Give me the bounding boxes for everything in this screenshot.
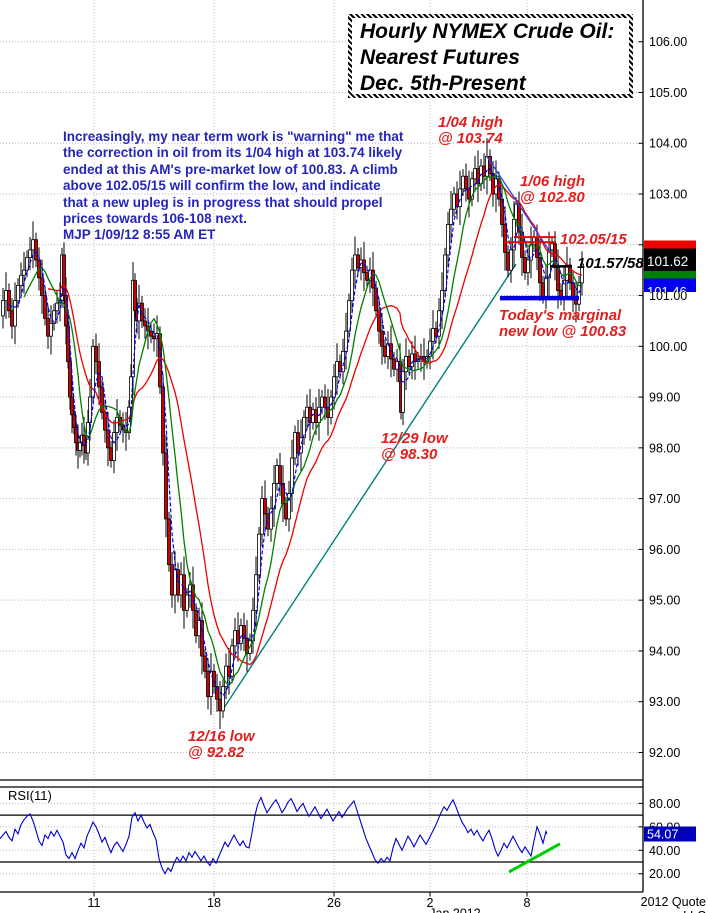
rsi-value-tag (644, 826, 696, 842)
date-axis: 11 18 26 2 8 Jan 2012 (88, 892, 531, 913)
svg-text:93.00: 93.00 (649, 695, 680, 709)
annotation-0104-high: 1/04 high @ 103.74 (438, 115, 503, 147)
svg-text:40.00: 40.00 (649, 844, 680, 858)
axes (0, 0, 644, 893)
annotation-0104-high-line2: @ 103.74 (438, 130, 503, 147)
svg-text:106.00: 106.00 (649, 35, 687, 49)
commentary-line: ended at this AM's pre-market low of 100… (63, 161, 398, 177)
uptrend-line (221, 263, 517, 712)
rsi-uptrend-line (508, 842, 561, 874)
svg-text:104.00: 104.00 (649, 137, 687, 151)
date-tick-label: 26 (327, 896, 341, 910)
commentary-line: the correction in oil from its 1/04 high… (63, 145, 403, 161)
svg-text:103.00: 103.00 (649, 188, 687, 202)
rsi-gridlines (0, 802, 643, 875)
svg-text:97.00: 97.00 (649, 492, 680, 506)
date-tick-label: 11 (88, 896, 101, 910)
ma-fast-blue (8, 167, 583, 697)
quote-vendor-credit: 2012 Quote LLC (640, 895, 706, 913)
svg-text:99.00: 99.00 (649, 391, 680, 405)
commentary-line: that a new upleg is in progress that sho… (63, 194, 383, 210)
annotation-1229-low-line1: 12/29 low (381, 430, 448, 447)
downtrend-line (486, 156, 551, 253)
annotation-0106-high-line1: 1/06 high (520, 173, 586, 190)
price-bars (1, 138, 584, 730)
svg-text:80.00: 80.00 (649, 797, 680, 811)
annotation-0106-high-line2: @ 102.80 (520, 189, 585, 206)
svg-text:98.00: 98.00 (649, 441, 680, 455)
commentary-line: Increasingly, my near term work is "warn… (63, 129, 404, 144)
chart-title-box: Hourly NYMEX Crude Oil: Nearest Futures … (348, 14, 633, 98)
chart-title-line2: Nearest Futures (360, 46, 520, 69)
annotation-pivot-level: 101.57/58 (577, 255, 644, 272)
red-ma-price-tag (644, 240, 696, 249)
last-price-tag (644, 248, 696, 271)
svg-text:95.00: 95.00 (649, 594, 680, 608)
price-tags: 101.62 101.46 54.07 (644, 240, 696, 842)
chart-title-line1: Hourly NYMEX Crude Oil: (360, 20, 615, 43)
annotation-0104-high-line1: 1/04 high (438, 114, 504, 131)
last-price-tag-value: 101.62 (647, 254, 688, 269)
date-tick-label: 2 (427, 896, 434, 910)
ma-slow-red (47, 183, 583, 666)
rsi-line (0, 796, 548, 875)
commentary-line: MJP 1/09/12 8:55 AM ET (63, 227, 216, 243)
annotation-1229-low-line2: @ 98.30 (381, 446, 438, 463)
analyst-commentary: Increasingly, my near term work is "warn… (63, 129, 463, 244)
annotation-today-low-line2: new low @ 100.83 (499, 323, 627, 340)
svg-text:101.00: 101.00 (649, 289, 687, 303)
svg-text:20.00: 20.00 (649, 867, 680, 881)
svg-text:100.00: 100.00 (649, 340, 687, 354)
blue-ma-price-tag (644, 278, 696, 292)
chart-title: Hourly NYMEX Crude Oil: Nearest Futures … (352, 18, 629, 95)
annotation-1216-low: 12/16 low @ 92.82 (188, 729, 255, 761)
price-axis-labels: 106.00105.00104.00103.00102.00101.00100.… (638, 35, 687, 760)
annotation-1216-low-line2: @ 92.82 (188, 744, 245, 761)
annotation-1229-low: 12/29 low @ 98.30 (381, 431, 448, 463)
annotation-today-low: Today's marginal new low @ 100.83 (499, 308, 626, 340)
svg-text:94.00: 94.00 (649, 644, 680, 658)
date-tick-label: 8 (524, 896, 531, 910)
commentary-line: above 102.05/15 will confirm the low, an… (63, 178, 381, 194)
green-ma-price-tag (644, 271, 696, 279)
annotation-today-low-line1: Today's marginal (499, 307, 622, 324)
rsi-indicator-label: RSI(11) (8, 788, 52, 803)
svg-text:96.00: 96.00 (649, 543, 680, 557)
blue-ma-price-tag-value: 101.46 (647, 284, 687, 299)
svg-text:105.00: 105.00 (649, 86, 687, 100)
date-tick-label: 18 (207, 896, 221, 910)
month-label: Jan 2012 (429, 907, 480, 913)
svg-text:92.00: 92.00 (649, 746, 680, 760)
chart-title-line3: Dec. 5th-Present (360, 72, 526, 95)
annotation-resistance-level: 102.05/15 (560, 231, 627, 248)
commentary-line: prices towards 106-108 next. (63, 211, 247, 227)
rsi-value-tag-value: 54.07 (647, 828, 678, 842)
annotation-1216-low-line1: 12/16 low (188, 728, 255, 745)
annotation-0106-high: 1/06 high @ 102.80 (520, 174, 585, 206)
